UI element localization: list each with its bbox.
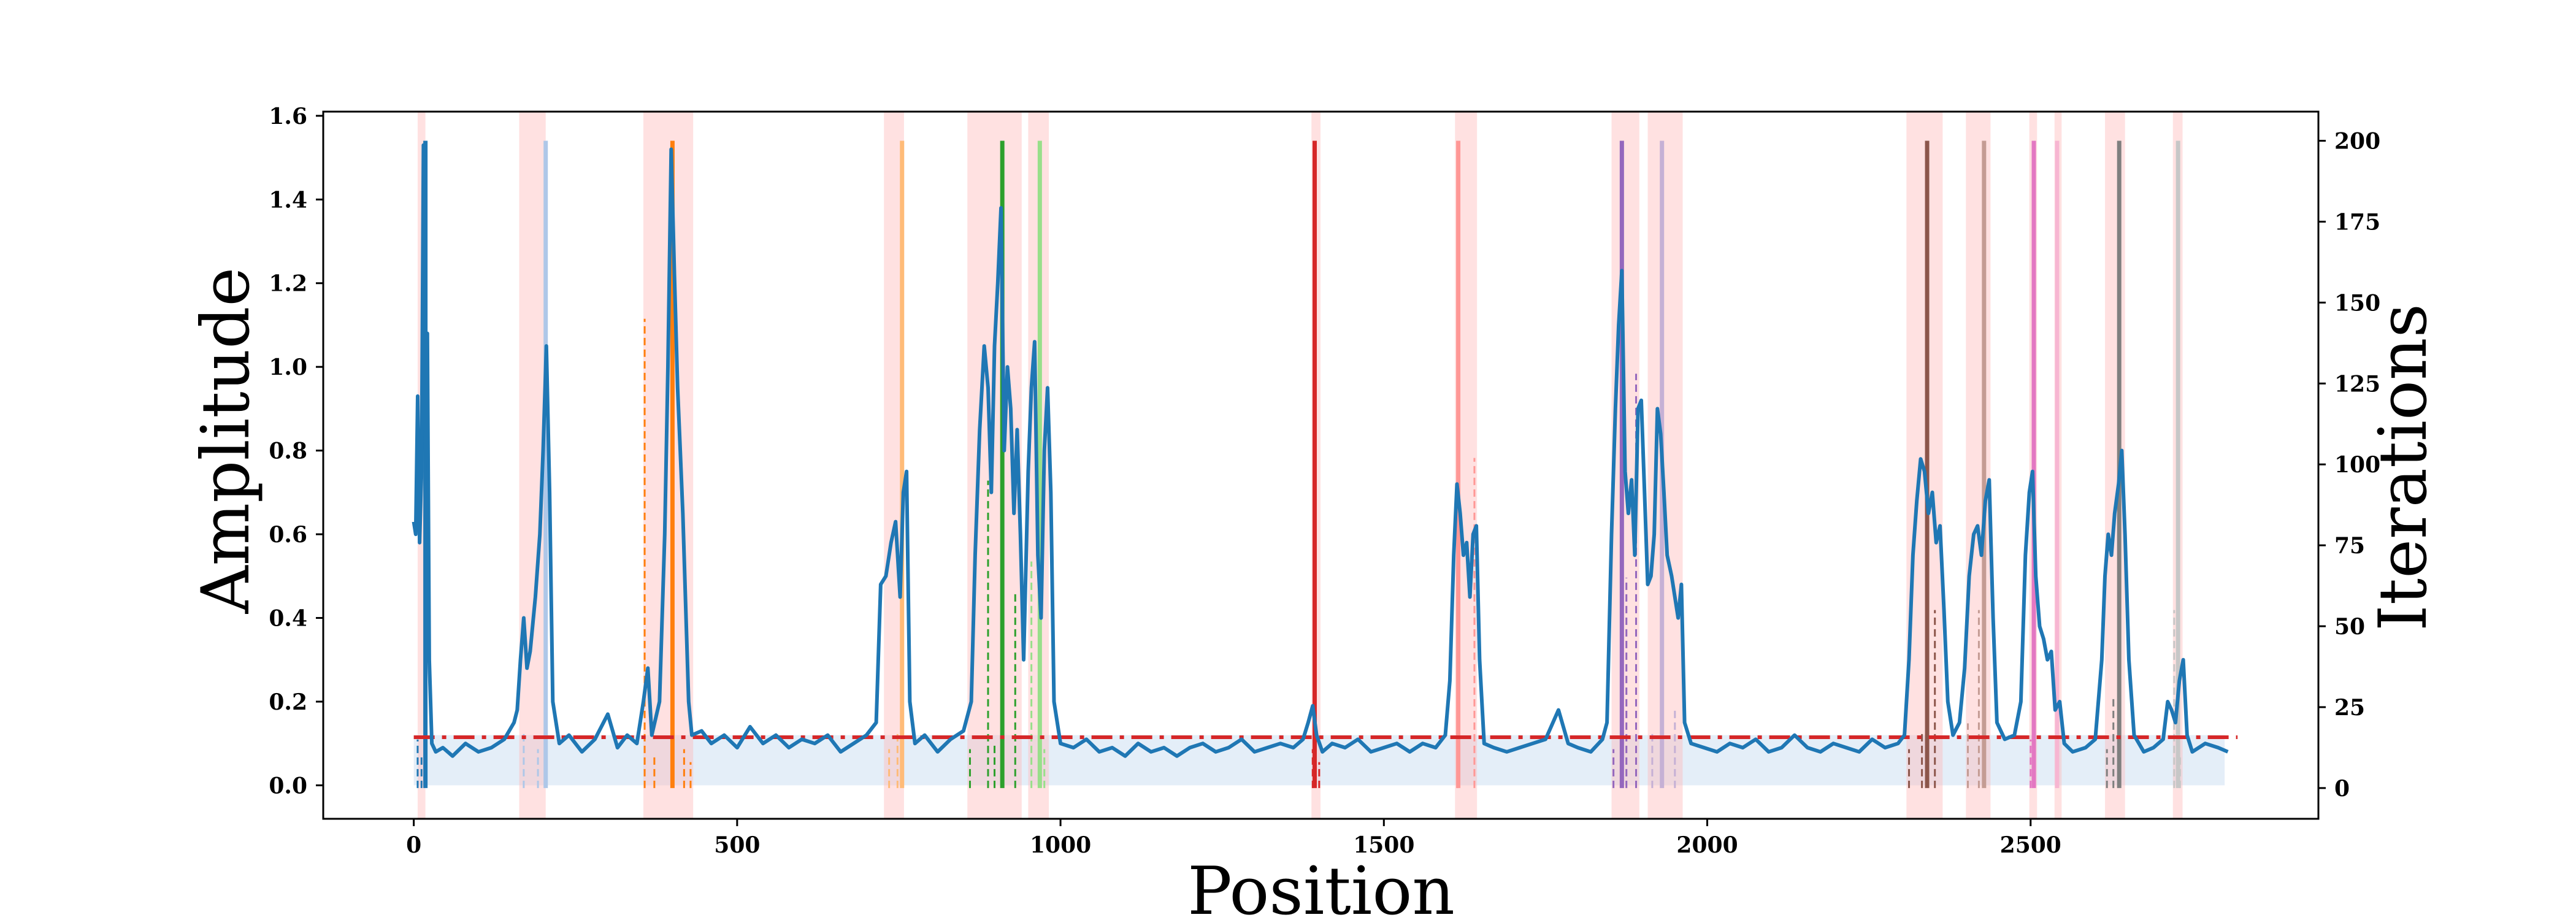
y-axis-title: Amplitude [188,267,264,615]
y-tick-label: 1.0 [269,355,307,380]
x-tick-label: 1500 [1353,832,1414,858]
y2-axis-title: Iterations [2365,304,2442,631]
y-axis-ticks: 0.0 0.2 0.4 0.6 0.8 1.0 1.2 1.4 1.6 [269,104,323,799]
highlight-region [1906,112,1943,819]
y2-tick-label: 50 [2334,614,2365,640]
x-tick-label: 2000 [1676,832,1738,858]
y-tick-label: 0.8 [269,439,307,464]
x-tick-label: 500 [714,832,760,858]
amplitude-line [412,143,2229,758]
y2-tick-label: 0 [2334,776,2350,802]
x-tick-label: 0 [406,832,421,858]
amplitude-series [412,143,2229,758]
y2-tick-label: 175 [2334,209,2380,235]
y-tick-label: 0.0 [269,773,307,799]
y2-tick-label: 25 [2334,695,2365,721]
y2-tick-label: 75 [2334,533,2365,559]
x-axis-ticks: 0 500 1000 1500 2000 2500 [406,819,2061,858]
y-tick-label: 1.6 [269,104,307,129]
x-tick-label: 1000 [1030,832,1091,858]
highlight-region [1647,112,1683,819]
y-tick-label: 0.4 [269,606,307,632]
x-tick-label: 2500 [2000,832,2061,858]
y2-axis-ticks: 0 25 50 75 100 125 150 175 200 [2318,128,2380,802]
x-axis-title: Position [1187,853,1455,920]
y2-tick-label: 125 [2334,371,2380,397]
y2-tick-label: 200 [2334,128,2380,154]
y-tick-label: 0.6 [269,522,307,548]
y-tick-label: 1.4 [269,187,307,213]
y-tick-label: 1.2 [269,271,307,297]
y2-tick-label: 150 [2334,290,2380,316]
y2-tick-label: 100 [2334,452,2380,478]
y-tick-label: 0.2 [269,689,307,715]
